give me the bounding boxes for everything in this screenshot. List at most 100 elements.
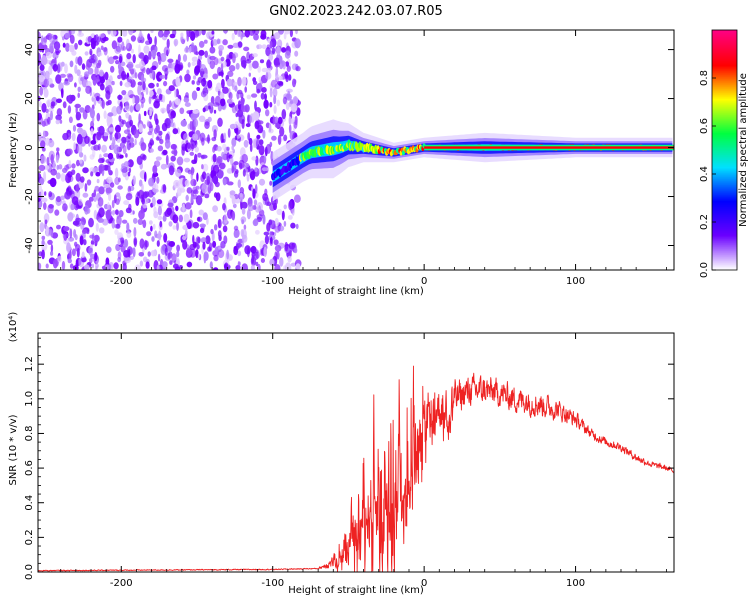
noise-speck xyxy=(49,177,57,188)
snr-y-tick-label: 0.6 xyxy=(24,460,35,476)
noise-speck xyxy=(228,65,236,72)
noise-speck xyxy=(191,143,194,152)
noise-speck xyxy=(197,152,202,158)
noise-speck xyxy=(258,167,262,174)
noise-speck xyxy=(180,32,184,38)
spectrogram-signal-band xyxy=(271,119,674,202)
noise-speck xyxy=(147,251,151,257)
noise-speck xyxy=(203,253,207,264)
noise-speck xyxy=(285,103,290,110)
noise-speck xyxy=(156,240,160,247)
noise-speck xyxy=(187,31,190,38)
noise-speck xyxy=(124,81,131,88)
noise-speck xyxy=(230,155,234,166)
noise-speck xyxy=(141,183,144,192)
noise-speck xyxy=(93,209,98,220)
noise-speck xyxy=(154,160,161,167)
noise-speck xyxy=(96,62,101,69)
noise-speck xyxy=(272,87,278,98)
noise-speck xyxy=(115,124,121,133)
noise-speck xyxy=(120,61,126,67)
noise-speck xyxy=(62,101,67,109)
noise-speck xyxy=(89,48,93,56)
noise-speck xyxy=(117,251,122,260)
colorbar-strip xyxy=(712,192,737,195)
noise-speck xyxy=(55,114,62,121)
noise-speck xyxy=(234,135,238,140)
colorbar-strip xyxy=(712,80,737,83)
colorbar-strip xyxy=(712,82,737,85)
noise-speck xyxy=(175,205,179,212)
noise-speck xyxy=(237,250,242,257)
noise-speck xyxy=(241,102,245,113)
colorbar-strip xyxy=(712,74,737,77)
noise-speck xyxy=(69,263,74,269)
noise-speck xyxy=(94,185,100,192)
noise-speck xyxy=(71,169,76,176)
noise-speck xyxy=(143,239,148,250)
noise-speck xyxy=(226,146,230,151)
noise-speck xyxy=(150,30,154,34)
noise-speck xyxy=(213,254,219,262)
noise-speck xyxy=(55,74,62,84)
noise-speck xyxy=(107,30,111,35)
noise-speck xyxy=(55,172,61,180)
noise-speck xyxy=(211,137,217,142)
noise-speck xyxy=(274,244,282,252)
colorbar-strip xyxy=(712,242,737,245)
noise-speck xyxy=(89,258,93,264)
noise-speck xyxy=(257,65,262,73)
noise-speck xyxy=(251,254,255,264)
noise-speck xyxy=(288,74,292,81)
noise-speck xyxy=(96,178,100,184)
noise-speck xyxy=(231,137,237,147)
snr-y-tick-label: 1.2 xyxy=(24,356,35,372)
colorbar-strip xyxy=(712,50,737,53)
noise-speck xyxy=(212,240,217,248)
noise-speck xyxy=(91,192,96,198)
noise-speck xyxy=(206,175,210,185)
noise-speck xyxy=(84,51,89,56)
noise-speck xyxy=(66,73,73,78)
colorbar-strip xyxy=(712,42,737,45)
noise-speck xyxy=(156,264,160,270)
noise-speck xyxy=(233,230,239,238)
noise-speck xyxy=(126,52,132,60)
noise-speck xyxy=(61,260,66,270)
noise-speck xyxy=(241,76,247,86)
noise-speck xyxy=(176,156,184,166)
colorbar-strip xyxy=(712,132,737,135)
noise-speck xyxy=(170,143,177,150)
colorbar-strip xyxy=(712,204,737,207)
noise-speck xyxy=(79,176,85,183)
noise-speck xyxy=(100,132,105,139)
noise-speck xyxy=(273,32,281,40)
noise-speck xyxy=(144,171,147,182)
noise-speck xyxy=(137,81,143,86)
noise-speck xyxy=(178,214,183,223)
noise-speck xyxy=(213,175,219,185)
noise-speck xyxy=(117,36,123,43)
colorbar-strip xyxy=(712,58,737,61)
colorbar-strip xyxy=(712,102,737,105)
noise-speck xyxy=(172,128,179,135)
noise-speck xyxy=(127,248,131,258)
noise-speck xyxy=(231,210,236,221)
colorbar-strip xyxy=(712,104,737,107)
noise-speck xyxy=(79,235,84,246)
noise-speck xyxy=(113,144,120,155)
noise-speck xyxy=(131,48,134,54)
noise-speck xyxy=(107,201,110,212)
noise-speck xyxy=(260,258,265,263)
noise-speck xyxy=(48,65,53,75)
noise-speck xyxy=(279,257,284,267)
noise-speck xyxy=(210,228,214,235)
noise-speck xyxy=(267,38,271,43)
noise-speck xyxy=(83,239,87,246)
noise-speck xyxy=(262,129,266,139)
noise-speck xyxy=(127,159,134,168)
noise-speck xyxy=(277,134,282,145)
noise-speck xyxy=(191,159,197,165)
noise-speck xyxy=(187,142,191,150)
noise-speck xyxy=(126,140,131,151)
